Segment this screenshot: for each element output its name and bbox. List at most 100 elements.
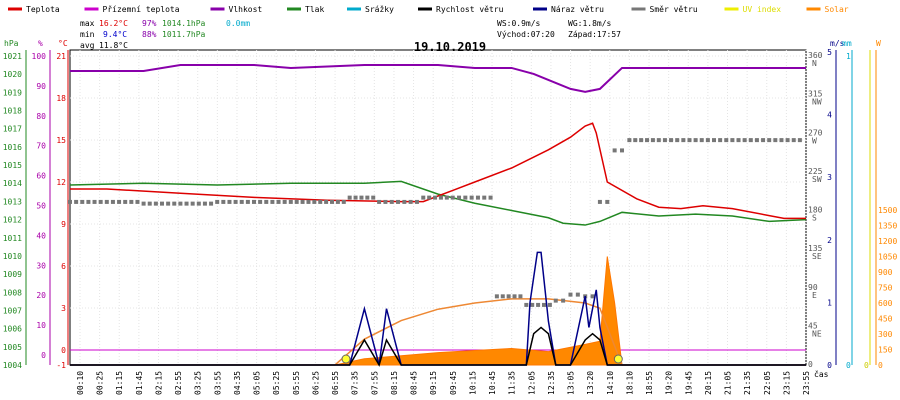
sunset-marker [613,354,623,364]
x-tick-label: 19:45 [684,371,693,395]
x-tick-label: 07:35 [351,371,360,395]
series-wind-direction-point [693,138,698,143]
ms-axis-unit: m/s [830,39,845,48]
w-tick-label: 300 [878,330,893,339]
x-tick-label: 00:25 [96,371,105,395]
x-tick-label: 18:55 [645,371,654,395]
series-wind-direction-point [306,199,311,204]
series-wind-direction-point [748,138,753,143]
temp-tick-label: 6 [61,262,66,271]
series-wind-direction-point [712,138,716,143]
w-tick-label: 1500 [878,206,897,215]
series-wind-direction-point [627,138,632,143]
mm-axis-unit: mm [842,39,852,48]
mm-tick-label: 1 [846,52,851,61]
legend-label: Srážky [365,5,394,14]
temp-tick-label: 21 [56,52,66,61]
series-wind-direction-point [129,199,134,204]
legend-label: Náraz větru [551,5,604,14]
x-tick-label: 05:25 [272,371,281,395]
series-wind-direction-point [590,294,595,299]
series-wind-direction-point [724,138,729,143]
temp-tick-label: 12 [56,178,66,187]
temp-tick-label: -1 [56,361,66,370]
series-wind-direction-point [494,294,499,299]
series-wind-direction-point [190,201,195,206]
series-wind-direction-point [669,138,674,143]
plot-border [69,49,807,366]
x-tick-label: 10:45 [488,371,497,395]
hpa-tick-label: 1005 [3,343,22,352]
series-wind-direction-point [202,201,207,206]
x-tick-label: 21:05 [724,371,733,395]
series-wind-direction-point [773,138,778,143]
pct-axis-unit: % [38,39,43,48]
x-tick-label: 00:10 [76,371,85,395]
series-wind-direction-point [227,199,232,204]
stat-max-label: max [80,19,95,28]
legend-label: Solar [825,5,849,14]
sunrise-marker [341,354,351,364]
series-wind-direction-point [178,201,183,206]
hpa-tick-label: 1008 [3,288,22,297]
series-wind-direction-point [705,138,710,143]
series-wind-direction-point [402,199,407,204]
hpa-tick-label: 1004 [3,361,22,370]
series-wind-direction-point [433,195,438,200]
x-tick-label: 20:15 [704,371,713,395]
pct-tick-label: 40 [36,231,46,240]
x-tick-label: 18:10 [625,371,634,395]
series-wind-direction-point [754,138,759,143]
w-tick-label: 150 [878,346,893,355]
x-tick-label: 06:25 [311,371,320,395]
series-gust-line [70,251,806,366]
stat-min-temp: 9.4°C [103,30,127,39]
x-tick-label: 01:15 [115,371,124,395]
series-wind-direction-point [438,195,443,200]
x-tick-label: 12:35 [547,371,556,395]
stat-min-press: 1011.7hPa [162,30,206,39]
x-tick-label: 19:20 [665,371,674,395]
pct-tick-label: 50 [36,202,46,211]
x-tick-label: 23:15 [782,371,791,395]
stat-sunset: Západ:17:57 [568,30,621,39]
series-wind-direction-point [74,199,79,204]
series-wind-direction-point [104,199,109,204]
w-tick-label: 450 [878,315,893,324]
pct-tick-label: 70 [36,142,46,151]
series-wind-direction-point [506,294,511,299]
w-tick-label: 750 [878,284,893,293]
series-wind-direction-point [500,294,505,299]
ms-tick-label: 0 [827,361,832,370]
dir-compass-label: N [812,59,817,68]
series-wind-direction-point [160,201,164,206]
series-wind-direction-point [252,199,256,204]
pct-tick-label: 90 [36,82,46,91]
stat-min-hum: 88% [142,30,157,39]
series-wind-direction-point [239,199,244,204]
x-tick-label: 05:55 [292,371,301,395]
series-wind-direction-point [276,199,281,204]
legend-label: Směr větru [650,5,698,14]
series-wind-direction-point [377,199,382,204]
hpa-tick-label: 1011 [3,234,22,243]
series-wind-direction-point [639,138,644,143]
series-wind-direction-point [656,138,661,143]
dir-tick-label: 135 [808,244,823,253]
series-wind-direction-point [662,138,667,143]
hpa-tick-label: 1014 [3,179,22,188]
hpa-tick-label: 1007 [3,306,22,315]
ms-tick-label: 1 [827,298,832,307]
temp-tick-label: 18 [56,94,66,103]
x-tick-label: 03:25 [194,371,203,395]
x-tick-label: 10:15 [468,371,477,395]
series-wind-direction-point [264,199,269,204]
x-tick-label: 08:15 [390,371,399,395]
dir-tick-label: 360 [808,51,823,60]
dir-compass-label: SW [812,175,822,184]
series-wind-direction-point [541,302,546,307]
series-wind-direction-point [421,195,426,200]
series-wind-direction-point [98,199,103,204]
pct-tick-label: 100 [32,52,47,61]
